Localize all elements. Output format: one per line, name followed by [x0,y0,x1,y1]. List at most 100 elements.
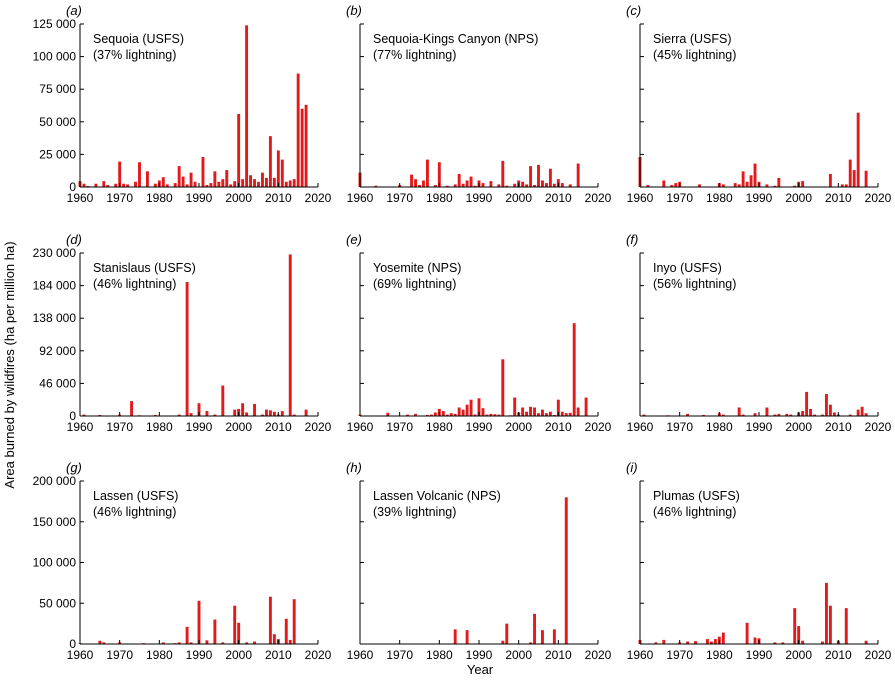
bar [245,642,249,644]
bar [268,136,272,187]
bar [737,407,741,416]
bar [272,634,276,644]
bar [552,183,556,187]
x-tick-label: 1990 [746,191,773,205]
x-tick-label: 1990 [466,648,493,662]
bar [165,184,169,187]
bar [414,179,417,187]
y-tick-label: 25 000 [39,147,76,161]
bar [292,179,296,187]
bar [753,163,757,187]
bar [662,639,666,644]
bar [465,630,469,644]
bar [477,398,481,416]
bar [249,175,253,187]
bar [805,391,809,416]
bar [525,411,529,416]
bar [272,411,276,416]
panel-title: Plumas (USFS) [653,489,740,503]
x-tick-label: 1980 [706,191,733,205]
x-tick-label: 2010 [545,420,572,434]
bar [497,184,501,187]
bar [533,407,536,416]
x-tick-label: 1980 [146,191,173,205]
x-tick-label: 1960 [347,420,374,434]
bar [821,641,824,644]
bar [848,159,852,187]
bar [422,180,425,187]
bar [576,163,580,187]
bar [856,409,860,416]
bar [153,183,157,187]
bar [197,403,201,416]
x-tick-label: 2000 [225,191,252,205]
bar [425,414,429,416]
y-tick-label: 0 [69,180,76,194]
bar [737,184,741,187]
x-tick-label: 1980 [706,648,733,662]
bar [177,414,181,416]
bar [824,582,828,645]
x-tick-label: 1970 [106,420,133,434]
x-tick-label: 1970 [386,191,413,205]
panel-letter: (b) [346,3,362,18]
x-tick-label: 2000 [785,191,812,205]
bar [205,185,209,187]
bar [153,414,157,416]
bar [741,171,745,187]
panel-title: Lassen Volcanic (NPS) [373,489,501,503]
x-tick-label: 1990 [466,191,493,205]
bar [268,596,272,644]
bar [642,414,646,416]
x-tick-label: 1960 [627,420,654,434]
y-tick-label: 200 000 [33,474,77,488]
bar [745,622,749,644]
bar [560,411,564,416]
bar [177,166,181,187]
bar [261,414,264,416]
bar [733,183,737,187]
bar [177,642,181,644]
bar [276,150,280,187]
bar [721,632,725,644]
bar [213,171,217,187]
panel-title: Stanislaus (USFS) [93,261,196,275]
x-tick-label: 1970 [106,648,133,662]
bar [844,184,848,187]
bar [429,414,433,416]
bar [284,181,288,187]
bar [82,183,86,187]
bar [469,176,473,187]
bar [694,641,697,644]
bar [233,409,237,416]
x-tick-label: 1980 [426,191,453,205]
bar [433,185,437,187]
bar [529,642,533,644]
bar [721,184,725,187]
panel-title: Sierra (USFS) [653,32,731,46]
bar [541,630,544,644]
bar [185,282,189,416]
panel-title: Sequoia-Kings Canyon (NPS) [373,32,538,46]
y-tick-label: 100 000 [33,556,77,570]
bar [552,629,556,644]
bar [525,184,529,187]
bar [832,412,836,416]
bar [797,626,801,644]
bar [773,414,777,416]
bar [513,183,517,187]
panel-subtitle: (46% lightning) [93,505,176,519]
bar [749,175,753,187]
bar [237,113,241,187]
x-tick-label: 2000 [225,420,252,434]
y-tick-label: 125 000 [33,17,77,31]
x-tick-label: 1970 [386,648,413,662]
bar [753,637,757,644]
bar [161,642,165,644]
x-tick-label: 1980 [146,420,173,434]
bar [205,640,209,644]
x-tick-label: 2020 [865,191,892,205]
x-tick-label: 1960 [67,420,94,434]
